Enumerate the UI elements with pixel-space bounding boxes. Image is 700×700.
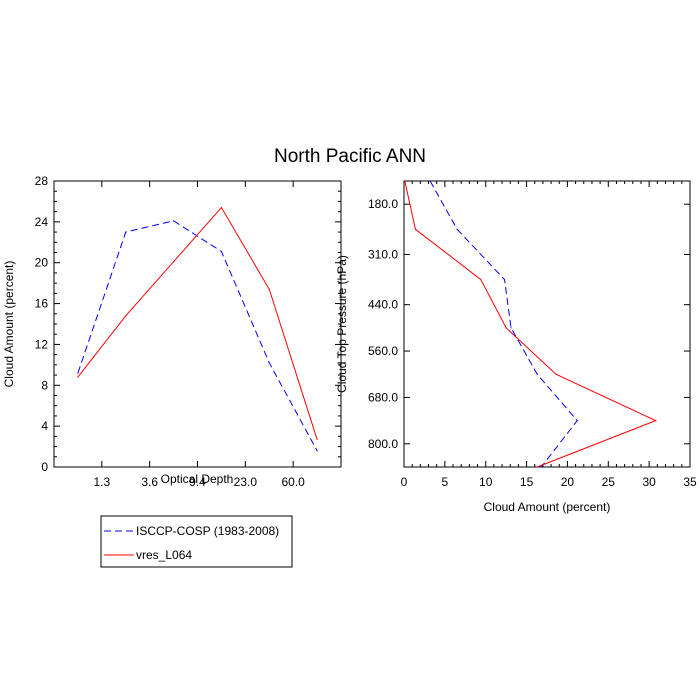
right-data-point [555,373,557,375]
right-x-tick-label: 25 [602,475,616,489]
cloud-top-pressure-panel: 0 5 10 15 20 25 30 35 180.0 310.0 440.0 560.0 680.0 8… [335,180,697,514]
left-data-point [77,372,79,374]
right-y-tick-label: 560.0 [368,344,398,358]
right-y-tick-label: 440.0 [368,298,398,312]
right-x-axis-label: Cloud Amount (percent) [484,500,611,514]
right-data-point [576,420,578,422]
left-x-tick-label: 1.3 [93,475,110,489]
right-data-point [404,180,406,182]
legend-box [100,515,293,568]
left-y-tick-label: 12 [35,337,49,351]
left-x-axis-label: Optical Depth [161,472,234,486]
right-y-tick-label: 800.0 [368,437,398,451]
right-x-tick-label: 0 [401,475,408,489]
left-data-point [268,288,270,290]
right-x-tick-label: 15 [520,475,534,489]
right-data-point [503,278,506,281]
left-data-point [220,206,223,209]
left-data-point [220,250,223,253]
left-data-point [125,231,127,233]
right-data-point [429,180,431,182]
right-ticks: 0 5 10 15 20 25 30 35 180.0 310.0 440.0 560.0 680.0 8… [368,181,697,489]
right-x-tick-label: 30 [642,475,656,489]
figure-title: North Pacific ANN [274,146,426,167]
left-x-tick-label: 23.0 [234,475,258,489]
left-ticks: 0 4 8 12 16 20 24 28 1.3 3.6 9.4 23.0 60.0 [35,174,341,489]
legend: ISCCP-COSP (1983-2008) vres_L064 [100,515,293,568]
optical-depth-panel: 0 4 8 12 16 20 24 28 1.3 3.6 9.4 23.0 60.0 Optical D… [2,174,342,489]
left-y-axis-label: Cloud Amount (percent) [2,261,16,388]
left-y-tick-label: 4 [41,419,48,433]
left-x-tick-label: 60.0 [281,475,305,489]
right-y-axis-label: Cloud Top Pressure (hPa) [335,255,349,393]
left-data-point [172,220,175,222]
right-x-tick-label: 35 [683,475,697,489]
right-data-point [536,466,538,468]
legend-label-vres: vres_L064 [136,548,192,562]
left-data-point [316,450,318,452]
right-data-point [536,373,538,375]
left-data-point [172,261,175,263]
left-data-point [125,315,127,317]
right-data-point [540,466,542,468]
left-data-point [77,376,79,378]
right-y-tick-label: 680.0 [368,390,398,404]
right-x-tick-label: 5 [442,475,449,489]
right-data-point [480,278,482,281]
left-y-tick-label: 28 [35,174,49,188]
right-x-tick-label: 10 [479,475,493,489]
legend-label-isccp: ISCCP-COSP (1983-2008) [136,524,279,538]
left-x-tick-label: 3.6 [141,475,158,489]
left-data-point [316,438,318,441]
right-data-point [655,420,657,422]
right-y-tick-label: 180.0 [368,197,398,211]
left-y-tick-label: 16 [35,297,49,311]
right-data-point [510,327,512,329]
left-y-tick-label: 0 [41,460,48,474]
left-data-point [268,362,270,364]
right-series [404,180,657,468]
right-data-point [505,327,507,329]
left-y-tick-label: 8 [41,378,48,392]
left-series-line-isccp-cosp-1983-2008 [77,220,318,451]
right-x-tick-label: 20 [561,475,575,489]
left-plot-frame [53,180,342,468]
right-data-point [414,228,417,230]
left-x-tick-label: 9.4 [189,475,206,489]
right-series-line-vres-l064 [404,180,657,468]
right-data-point [456,228,458,230]
left-y-tick-label: 20 [35,256,49,270]
right-y-tick-label: 310.0 [368,247,398,261]
left-y-tick-label: 24 [35,215,49,229]
right-plot-frame [403,180,691,468]
left-series [77,206,318,452]
left-series-line-vres-l064 [77,206,318,440]
